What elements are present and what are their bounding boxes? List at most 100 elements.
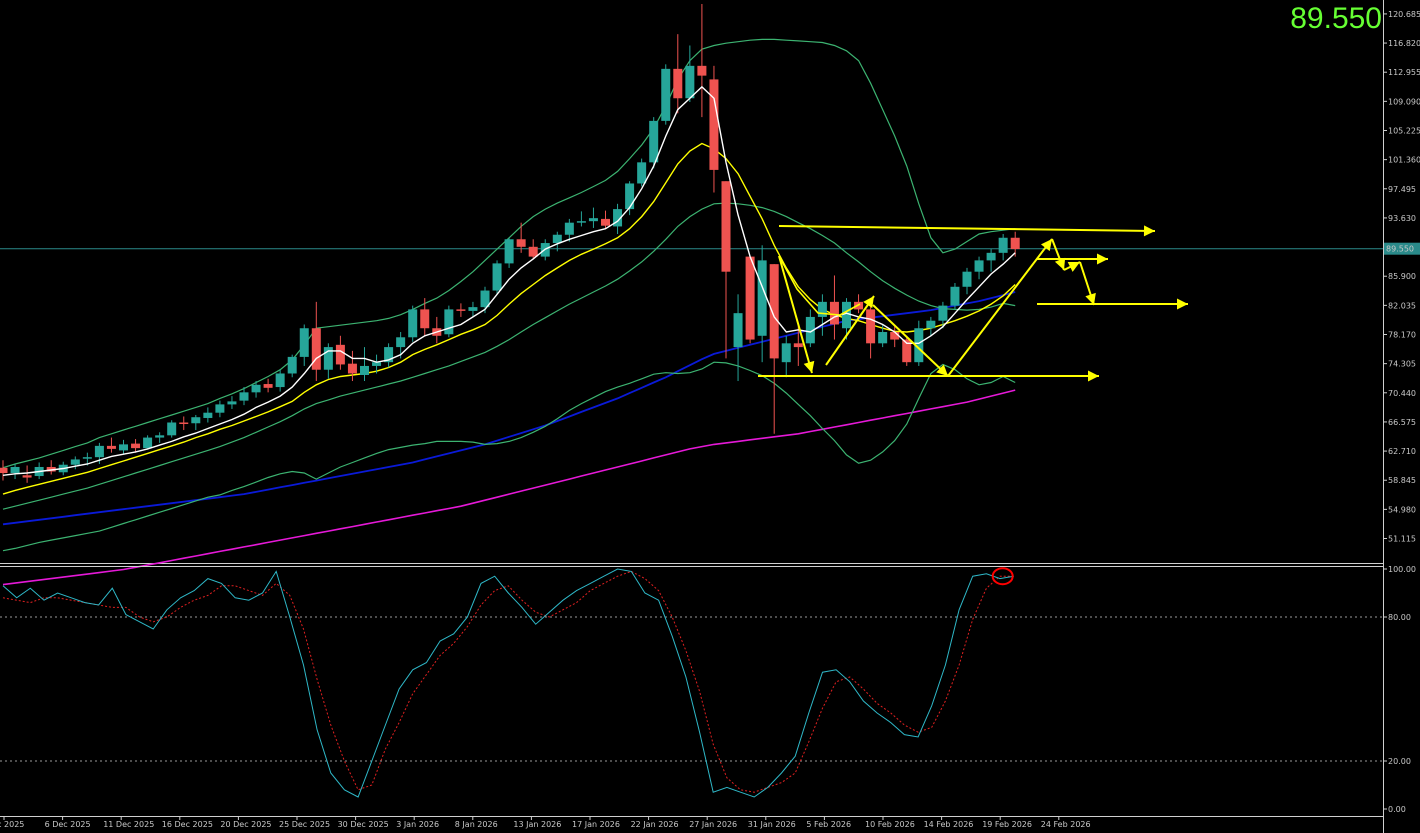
candle-bull bbox=[287, 356, 297, 374]
candle-bull bbox=[94, 445, 104, 458]
candle-bull bbox=[878, 332, 888, 344]
candle-bull bbox=[733, 313, 743, 348]
candle-bull bbox=[444, 309, 454, 335]
candles-group bbox=[0, 4, 1020, 483]
arrow-head bbox=[1177, 298, 1188, 310]
candle-bear bbox=[311, 328, 321, 370]
candle-bull bbox=[613, 209, 623, 227]
candle-bull bbox=[299, 328, 309, 357]
candle-bull bbox=[155, 435, 165, 438]
candle-bull bbox=[805, 316, 815, 344]
highlight-circle bbox=[991, 567, 1014, 586]
candle-bull bbox=[564, 222, 574, 235]
arrow-head bbox=[1143, 225, 1155, 237]
time-tick-label: 6 Dec 2025 bbox=[45, 820, 91, 829]
candle-bull bbox=[396, 337, 406, 348]
time-tick-label: 22 Jan 2026 bbox=[631, 820, 679, 829]
candle-bear bbox=[263, 384, 273, 388]
candle-bull bbox=[661, 68, 671, 121]
time-tick-label: 19 Feb 2026 bbox=[982, 820, 1032, 829]
price-panel[interactable] bbox=[0, 0, 1384, 833]
price-tick-label: 58.845 bbox=[1388, 476, 1416, 485]
candle-bear bbox=[745, 256, 755, 340]
candle-bull bbox=[649, 120, 659, 163]
time-tick-label: 31 Jan 2026 bbox=[748, 820, 796, 829]
candle-bull bbox=[143, 437, 153, 449]
time-tick-label: 24 Feb 2026 bbox=[1041, 820, 1091, 829]
candle-bull bbox=[685, 65, 695, 99]
candle-bear bbox=[890, 332, 900, 340]
arrow-head bbox=[1040, 239, 1052, 252]
candle-bull bbox=[552, 234, 562, 244]
arrow-head bbox=[1088, 370, 1099, 382]
price-tick-label: 120.685 bbox=[1388, 10, 1420, 19]
price-tick-label: 112.955 bbox=[1388, 68, 1420, 77]
candle-bear bbox=[335, 344, 345, 365]
annotation-arrow bbox=[825, 295, 875, 366]
candle-bull bbox=[588, 218, 598, 222]
stoch-d-line bbox=[2, 570, 1014, 793]
candle-bull bbox=[70, 459, 80, 465]
time-tick-label: 13 Jan 2026 bbox=[513, 820, 561, 829]
candle-bear bbox=[709, 79, 719, 170]
candle-bull bbox=[576, 221, 586, 223]
candle-bull bbox=[191, 417, 201, 424]
time-axis: Dec 2025 6 Dec 2025 11 Dec 2025 16 Dec 2025… bbox=[0, 816, 1091, 829]
candle-bull bbox=[82, 457, 92, 459]
candle-bull bbox=[239, 392, 249, 401]
bb-lower-line bbox=[2, 361, 1016, 552]
candle-bear bbox=[46, 466, 56, 472]
candle-bear bbox=[0, 467, 8, 474]
price-axis: 120.685 116.820 112.955 109.090 105.225 101.3… bbox=[1383, 10, 1420, 544]
candle-bull bbox=[275, 373, 285, 388]
arrow-head bbox=[863, 296, 874, 309]
candle-bull bbox=[998, 237, 1008, 253]
candle-bull bbox=[384, 347, 394, 363]
stoch-tick-label: 100.00 bbox=[1388, 565, 1416, 574]
candle-bull bbox=[781, 343, 791, 363]
candle-bull bbox=[492, 263, 502, 291]
time-tick-label: Dec 2025 bbox=[0, 820, 24, 829]
time-tick-label: 5 Feb 2026 bbox=[806, 820, 851, 829]
arrow-head bbox=[1054, 257, 1066, 270]
arrow-head bbox=[1085, 292, 1096, 305]
candle-bear bbox=[1010, 237, 1020, 250]
candle-bull bbox=[167, 422, 177, 436]
candle-bear bbox=[516, 239, 526, 247]
annotations-group bbox=[758, 225, 1188, 382]
candle-bull bbox=[480, 290, 490, 308]
stochastic-panel[interactable] bbox=[0, 566, 1383, 817]
price-tick-label: 78.170 bbox=[1388, 331, 1416, 340]
candle-bull bbox=[974, 260, 984, 272]
time-tick-label: 17 Jan 2026 bbox=[572, 820, 620, 829]
ma-fast-line bbox=[2, 85, 1016, 476]
time-tick-label: 27 Jan 2026 bbox=[689, 820, 737, 829]
time-tick-label: 16 Dec 2025 bbox=[162, 820, 213, 829]
price-tick-label: 74.305 bbox=[1388, 360, 1416, 369]
time-tick-label: 8 Jan 2026 bbox=[455, 820, 498, 829]
last-price-display: 89.550 bbox=[1290, 2, 1382, 35]
price-tick-label: 85.900 bbox=[1388, 272, 1416, 281]
price-tick-label: 70.440 bbox=[1388, 389, 1416, 398]
price-tick-label: 97.495 bbox=[1388, 185, 1416, 194]
candle-bear bbox=[131, 443, 141, 449]
candle-bull bbox=[10, 466, 20, 474]
candle-bear bbox=[528, 246, 538, 257]
candle-bear bbox=[673, 68, 683, 99]
price-tick-label: 101.360 bbox=[1388, 156, 1420, 165]
candle-bull bbox=[323, 347, 333, 370]
candle-bull bbox=[914, 328, 924, 363]
price-tick-label: 66.575 bbox=[1388, 418, 1416, 427]
candle-bear bbox=[420, 309, 430, 329]
candle-bear bbox=[866, 309, 876, 344]
arrow-head bbox=[1097, 253, 1108, 265]
stoch-tick-label: 80.00 bbox=[1388, 613, 1411, 622]
candle-bull bbox=[203, 412, 213, 418]
candle-bull bbox=[986, 252, 996, 261]
arrow-head bbox=[803, 360, 815, 373]
candle-bull bbox=[504, 239, 514, 264]
candle-bull bbox=[962, 271, 972, 287]
time-tick-label: 14 Feb 2026 bbox=[924, 820, 974, 829]
candle-bull bbox=[227, 401, 237, 405]
